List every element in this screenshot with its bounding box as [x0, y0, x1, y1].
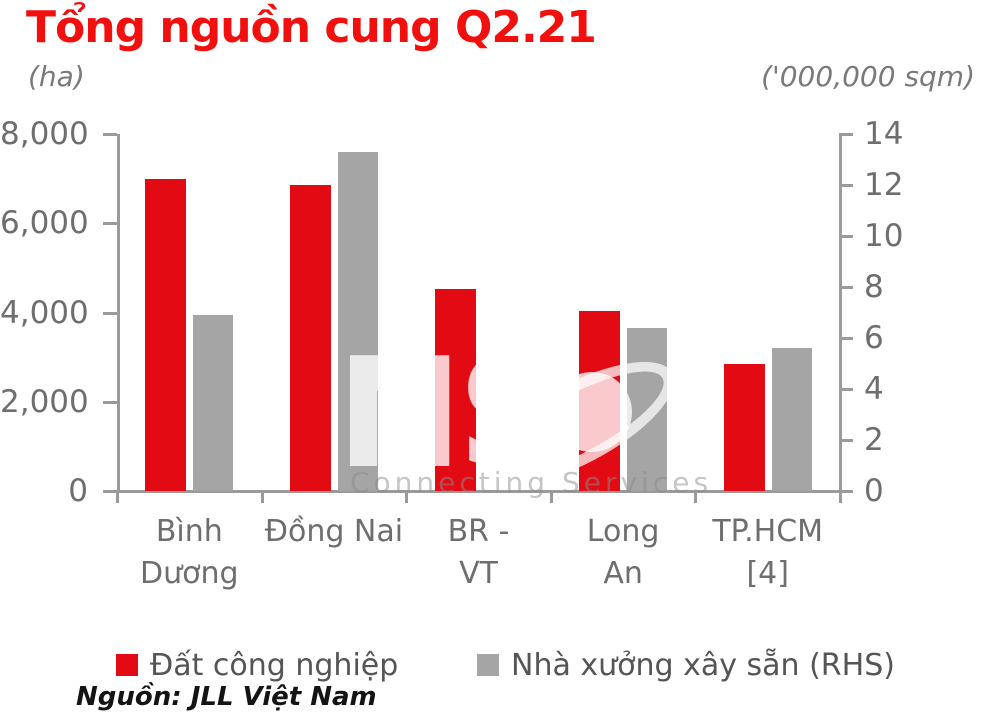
x-axis-tick [839, 491, 842, 503]
left-axis-tick [103, 311, 117, 315]
category-label: An [603, 556, 643, 591]
right-axis-tick [839, 235, 853, 238]
bar-industrial-land [145, 179, 187, 491]
category-label: Long [586, 514, 660, 549]
category-label: VT [459, 556, 498, 591]
x-axis-tick [116, 491, 119, 503]
left-axis-tick [103, 400, 117, 404]
right-axis-tick-label: 12 [864, 167, 904, 203]
x-axis-tick [405, 491, 409, 503]
right-axis-tick-label: 2 [864, 422, 884, 458]
bar-industrial-land [434, 288, 476, 491]
bar-industrial-land [723, 363, 765, 491]
bar-industrial-land [289, 184, 331, 491]
bar-industrial-land [579, 311, 621, 491]
category-label: [4] [746, 556, 789, 591]
right-axis-tick [839, 286, 853, 289]
right-axis-line [839, 134, 842, 491]
left-axis-tick-label: 2,000 [0, 383, 89, 420]
legend-swatch-industrial-land [116, 654, 138, 676]
bar-rbf [771, 348, 812, 491]
x-axis-line [104, 490, 853, 493]
right-axis-tick [839, 184, 853, 187]
legend-label-industrial-land: Đất công nghiệp [150, 648, 399, 683]
left-axis-line [117, 134, 120, 491]
left-axis-tick [103, 490, 117, 493]
right-axis-tick-label: 0 [864, 473, 884, 509]
category-label: Đồng Nai [264, 514, 404, 549]
left-axis-tick-label: 4,000 [0, 294, 89, 331]
left-axis-tick-label: 0 [68, 473, 88, 509]
left-axis-tick-label: 8,000 [0, 116, 89, 152]
left-axis-unit-label: (ha) [28, 60, 85, 93]
left-axis-tick-label: 6,000 [0, 205, 89, 242]
right-axis-tick [839, 133, 853, 136]
chart-title: Tổng nguồn cung Q2.21 [26, 2, 597, 53]
left-axis-tick [103, 222, 117, 226]
source-note: Nguồn: JLL Việt Nam [76, 682, 377, 712]
category-label: BR - [447, 514, 510, 549]
legend-swatch-rbf [477, 654, 499, 676]
right-axis-tick [839, 439, 853, 442]
right-axis-tick-label: 8 [864, 269, 884, 305]
bar-rbf [337, 151, 378, 491]
bar-rbf [627, 327, 668, 491]
right-axis-tick [839, 388, 853, 391]
category-label: Dương [140, 556, 239, 591]
x-axis-tick [694, 491, 698, 503]
right-axis-tick-label: 10 [864, 218, 904, 254]
right-axis-unit-label: ('000,000 sqm) [761, 60, 975, 93]
right-axis-tick [839, 337, 853, 340]
category-label: TP.HCM [712, 514, 824, 549]
right-axis-tick-label: 4 [864, 371, 884, 407]
x-axis-tick [260, 491, 264, 503]
bar-rbf [193, 315, 234, 491]
right-axis-tick-label: 14 [864, 116, 904, 152]
x-axis-tick [549, 491, 553, 503]
right-axis-tick [839, 490, 853, 493]
right-axis-tick-label: 6 [864, 320, 884, 356]
left-axis-tick [103, 133, 117, 136]
category-label: Bình [155, 514, 223, 549]
legend-label-rbf: Nhà xưởng xây sẵn (RHS) [511, 648, 895, 683]
